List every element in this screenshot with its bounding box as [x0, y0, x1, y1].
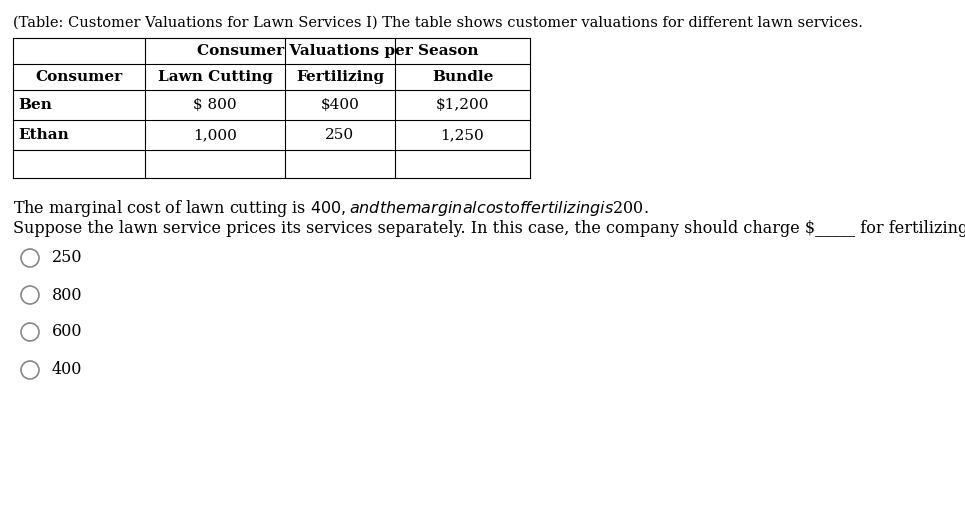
Text: Ethan: Ethan: [18, 128, 69, 142]
Text: (Table: Customer Valuations for Lawn Services I) The table shows customer valuat: (Table: Customer Valuations for Lawn Ser…: [13, 16, 863, 30]
Text: $1,200: $1,200: [436, 98, 489, 112]
Text: Fertilizing: Fertilizing: [296, 70, 384, 84]
Text: Ben: Ben: [18, 98, 52, 112]
Text: $400: $400: [320, 98, 359, 112]
Text: 800: 800: [52, 287, 82, 304]
Text: 600: 600: [52, 324, 82, 341]
Text: 400: 400: [52, 362, 82, 379]
Text: The marginal cost of lawn cutting is $400, and the marginal cost of fertilizing : The marginal cost of lawn cutting is $40…: [13, 198, 648, 219]
Text: 1,000: 1,000: [193, 128, 237, 142]
Text: Bundle: Bundle: [431, 70, 493, 84]
Text: Consumer: Consumer: [36, 70, 123, 84]
Text: 1,250: 1,250: [441, 128, 484, 142]
Text: 250: 250: [325, 128, 354, 142]
Text: 250: 250: [52, 250, 82, 267]
Text: Lawn Cutting: Lawn Cutting: [157, 70, 272, 84]
Text: Consumer Valuations per Season: Consumer Valuations per Season: [197, 44, 479, 58]
Text: $ 800: $ 800: [193, 98, 236, 112]
Text: Suppose the lawn service prices its services separately. In this case, the compa: Suppose the lawn service prices its serv…: [13, 220, 965, 237]
